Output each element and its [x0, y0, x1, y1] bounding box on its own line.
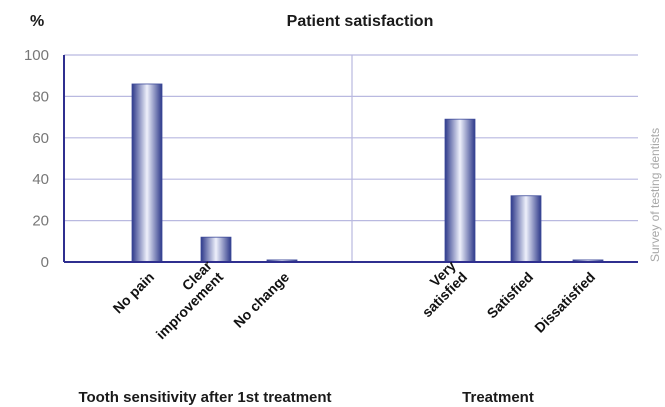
y-tick-label: 60: [32, 130, 49, 147]
bar: [510, 195, 542, 263]
y-tick-labels: 0 20 40 60 80 100: [24, 47, 49, 271]
panel-2-xlabel: Treatment: [462, 389, 534, 406]
category-label: Verysatisfied: [407, 257, 470, 320]
chart-title: Patient satisfaction: [287, 13, 434, 30]
bar: [200, 236, 232, 263]
category-label: Dissatisfied: [531, 269, 598, 336]
bars: [131, 83, 604, 263]
bar: [131, 83, 163, 263]
bar: [444, 118, 476, 263]
y-tick-label: 20: [32, 213, 49, 230]
source-note: Survey of testing dentists: [648, 128, 662, 262]
panel-1-xlabel: Tooth sensitivity after 1st treatment: [78, 389, 331, 406]
y-tick-label: 40: [32, 171, 49, 188]
y-tick-label: 100: [24, 47, 49, 64]
y-tick-label: 0: [41, 254, 49, 271]
category-label: Clearimprovement: [141, 257, 226, 342]
category-label: Satisfied: [484, 269, 537, 322]
category-label: No change: [230, 269, 292, 331]
y-tick-label: 80: [32, 88, 49, 105]
category-label: No pain: [110, 269, 158, 317]
category-labels: No pain Clearimprovement No change Verysati…: [110, 257, 599, 342]
y-unit-label: %: [30, 13, 44, 30]
